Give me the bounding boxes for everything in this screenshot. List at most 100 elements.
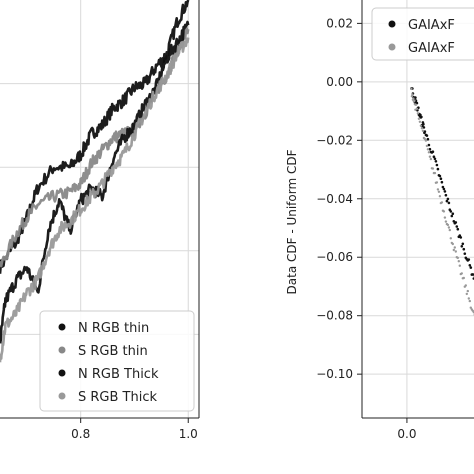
left-x-tick-label: 1.0 [179,427,198,441]
right-series-point-1 [438,174,442,178]
right-series-point-1 [446,197,450,201]
left-x-ticks: 0.8 1.0 [71,418,198,441]
right-series-point-2 [448,228,451,232]
right-series-point-1 [449,210,453,213]
right-legend-label: GAIAxF [408,41,455,56]
right-y-tick-label: −0.10 [316,367,353,381]
right-series-point-1 [443,190,447,193]
right-series-point-2 [446,223,450,227]
right-y-tick-label: 0.02 [326,16,353,30]
right-series-point-1 [462,247,466,251]
left-legend-label: S RGB Thick [78,390,157,405]
right-series-point-2 [411,93,414,96]
right-y-tick-label: −0.06 [316,250,353,264]
right-series-point-2 [458,264,461,267]
right-series-point-1 [445,199,449,203]
right-series-point-1 [459,236,463,239]
right-series-point-1 [425,134,429,137]
right-series-point-1 [460,245,464,248]
right-series-point-1 [440,180,444,184]
right-series-point-2 [429,157,433,161]
right-series-point-2 [456,256,459,260]
left-x-tick-label: 0.8 [71,427,90,441]
right-series-point-2 [412,97,415,100]
right-series-point-1 [461,242,465,246]
right-series-point-2 [410,95,414,98]
right-series-point-2 [419,124,423,128]
right-series-point-2 [426,148,430,151]
left-legend-marker [58,346,66,354]
right-series-point-2 [424,139,428,142]
right-series-point-2 [416,112,420,115]
right-series-point-2 [433,171,437,175]
right-series-point-2 [451,242,454,246]
right-series-point-2 [444,220,448,223]
right-legend: GAIAxF GAIAxF [371,7,474,61]
right-series-point-2 [465,292,468,296]
right-series-point-2 [410,87,413,91]
right-series-point-2 [442,210,446,213]
right-series-point-1 [454,221,458,224]
right-series-point-1 [428,147,432,151]
right-series-point-1 [420,115,423,119]
right-series-point-2 [436,188,440,191]
right-series-point-1 [423,130,427,133]
right-series-point-1 [442,187,446,191]
right-series-point-2 [435,181,439,184]
right-series-point-2 [466,289,469,293]
right-series-point-2 [431,167,435,170]
right-series-point-1 [427,143,431,147]
right-legend-box [371,7,474,61]
right-series-point-1 [456,227,460,231]
right-series-point-2 [428,155,432,158]
left-series-line-1 [0,0,190,274]
right-series-point-1 [422,122,425,126]
left-series-line-4 [0,37,190,363]
right-series-point-2 [457,260,460,263]
right-series-point-1 [431,150,435,153]
right-y-ticks: 0.02 0.00 −0.02 −0.04 −0.06 −0.08 −0.10 [316,16,362,381]
left-legend-label: N RGB thin [78,321,149,336]
right-series-point-2 [452,248,455,252]
left-legend: N RGB thin S RGB thin N RGB Thick S RGB Thi… [39,310,195,412]
right-series-point-1 [434,160,438,163]
right-series-point-1 [463,252,467,255]
left-legend-box [39,310,195,412]
right-x-ticks: 0.0 [397,418,416,441]
right-y-axis-label: Data CDF - Uniform CDF [285,149,299,294]
right-series-point-2 [413,99,416,102]
right-series-point-2 [437,190,441,193]
right-series-point-1 [436,167,440,171]
right-series-point-2 [415,107,419,111]
right-series-point-2 [438,195,442,198]
right-series-point-2 [468,299,471,303]
left-legend-label: N RGB Thick [78,367,159,382]
right-series-point-1 [444,193,448,197]
right-x-tick-label: 0.0 [397,427,416,441]
right-series-point-2 [443,216,447,219]
left-legend-marker [58,323,66,331]
right-y-tick-label: −0.02 [316,133,353,147]
right-series-point-2 [449,237,452,240]
right-legend-marker [388,20,396,28]
right-series-point-2 [454,250,457,253]
right-series-point-1 [419,113,422,117]
right-series-point-1 [433,157,437,161]
left-panel: 0.8 1.0 N RGB thin S RGB thin N RGB Thick S … [0,0,200,441]
left-series-line-3 [0,20,190,344]
right-series-point-1 [432,155,436,158]
right-series-point-1 [435,163,439,167]
right-series-point-2 [418,120,422,124]
right-legend-marker [388,43,396,51]
right-series-point-1 [450,214,454,218]
right-y-tick-label: −0.04 [316,192,353,206]
right-series-point-1 [439,177,443,180]
right-series-point-1 [468,264,472,267]
left-legend-label: S RGB thin [78,344,148,359]
right-series-point-1 [422,126,426,129]
right-series-point-1 [441,185,445,189]
right-series-point-1 [455,225,459,228]
right-series-point-1 [414,96,417,99]
right-panel: 0.02 0.00 −0.02 −0.04 −0.06 −0.08 −0.10 0.0 Da… [285,0,474,441]
